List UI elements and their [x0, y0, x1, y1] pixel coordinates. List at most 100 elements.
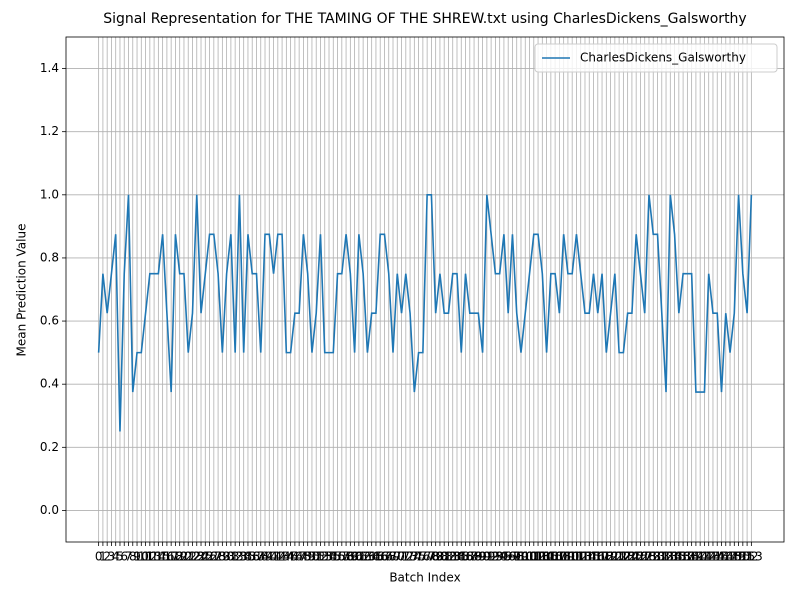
- x-tick-label: 144: [702, 550, 725, 564]
- x-tick-label: 130: [642, 550, 665, 564]
- x-tick-label: 134: [659, 550, 682, 564]
- x-tick-label: 30: [219, 550, 234, 564]
- x-tick-label: 142: [693, 550, 716, 564]
- x-tick-label: 104: [531, 550, 554, 564]
- x-tick-label: 84: [449, 550, 464, 564]
- x-tick-label: 100: [514, 550, 537, 564]
- y-tick-label: 0.0: [40, 503, 59, 517]
- x-tick-label: 39: [257, 550, 272, 564]
- x-tick-label: 62: [355, 550, 370, 564]
- x-tick-label: 64: [364, 550, 379, 564]
- x-tick-label: 138: [676, 550, 699, 564]
- x-tick-label: 13: [146, 550, 161, 564]
- x-tick-label: 6: [120, 550, 128, 564]
- x-tick-label: 105: [535, 550, 558, 564]
- y-tick-label: 0.6: [40, 314, 59, 328]
- x-tick-label: 8: [129, 550, 137, 564]
- x-tick-label: 67: [377, 550, 392, 564]
- x-tick-label: 66: [373, 550, 388, 564]
- x-tick-label: 9: [133, 550, 141, 564]
- x-tick-label: 10: [134, 550, 149, 564]
- x-tick-label: 27: [206, 550, 221, 564]
- x-tick-label: 15: [155, 550, 170, 564]
- x-tick-label: 136: [667, 550, 690, 564]
- x-tick-label: 29: [215, 550, 230, 564]
- x-tick-label: 152: [736, 550, 759, 564]
- x-tick-label: 115: [578, 550, 601, 564]
- x-tick-label: 119: [595, 550, 618, 564]
- x-tick-label: 72: [398, 550, 413, 564]
- x-tick-label: 26: [202, 550, 217, 564]
- x-tick-label: 60: [347, 550, 362, 564]
- x-tick-label: 71: [394, 550, 409, 564]
- x-tick-label: 90: [475, 550, 490, 564]
- x-tick-label: 73: [402, 550, 417, 564]
- data-line: [97, 194, 753, 432]
- x-tick-label: 135: [663, 550, 686, 564]
- x-tick-label: 55: [326, 550, 341, 564]
- x-tick-label: 83: [445, 550, 460, 564]
- x-tick-label: 131: [646, 550, 669, 564]
- x-tick-label: 80: [432, 550, 447, 564]
- x-tick-label: 1: [99, 550, 107, 564]
- x-tick-label: 34: [236, 550, 251, 564]
- x-tick-label: 91: [479, 550, 494, 564]
- x-tick-label: 24: [193, 550, 208, 564]
- x-tick-label: 127: [629, 550, 652, 564]
- x-tick-label: 126: [625, 550, 648, 564]
- x-tick-label: 50: [304, 550, 319, 564]
- x-tick-label: 57: [334, 550, 349, 564]
- x-tick-label: 124: [616, 550, 639, 564]
- x-tick-label: 25: [198, 550, 213, 564]
- x-tick-label: 118: [591, 550, 614, 564]
- x-tick-label: 54: [321, 550, 336, 564]
- x-tick-label: 52: [313, 550, 328, 564]
- x-tick-label: 48: [296, 550, 311, 564]
- x-tick-label: 95: [496, 550, 511, 564]
- x-tick-label: 143: [697, 550, 720, 564]
- x-tick-label: 63: [360, 550, 375, 564]
- x-tick-label: 92: [483, 550, 498, 564]
- x-tick-label: 101: [518, 550, 541, 564]
- x-tick-label: 7: [125, 550, 133, 564]
- x-axis-label: Batch Index: [389, 571, 460, 585]
- x-tick-label: 74: [407, 550, 422, 564]
- x-tick-label: 85: [454, 550, 469, 564]
- x-tick-label: 110: [556, 550, 579, 564]
- x-tick-label: 86: [458, 550, 473, 564]
- x-tick-label: 112: [565, 550, 588, 564]
- x-tick-label: 117: [586, 550, 609, 564]
- x-tick-label: 43: [274, 550, 289, 564]
- x-tick-label: 125: [620, 550, 643, 564]
- x-tick-label: 38: [253, 550, 268, 564]
- x-tick-label: 18: [168, 550, 183, 564]
- y-axis-label: Mean Prediction Value: [15, 224, 29, 357]
- x-tick-label: 37: [249, 550, 264, 564]
- x-tick-label: 11: [138, 550, 153, 564]
- x-tick-label: 99: [513, 550, 528, 564]
- x-tick-label: 78: [424, 550, 439, 564]
- axes-frame: [65, 36, 785, 543]
- x-tick-label: 103: [527, 550, 550, 564]
- x-tick-label: 121: [603, 550, 626, 564]
- y-tick-label: 0.8: [40, 250, 59, 264]
- x-tick-label: 75: [411, 550, 426, 564]
- x-tick-label: 16: [159, 550, 174, 564]
- x-tick-label: 87: [462, 550, 477, 564]
- x-tick-label: 146: [710, 550, 733, 564]
- x-tick-label: 31: [223, 550, 238, 564]
- x-tick-label: 46: [287, 550, 302, 564]
- x-tick-label: 145: [706, 550, 729, 564]
- x-tick-label: 98: [509, 550, 524, 564]
- y-tick-label: 0.4: [40, 377, 59, 391]
- x-tick-label: 2: [103, 550, 111, 564]
- x-tick-label: 93: [488, 550, 503, 564]
- x-tick-label: 79: [428, 550, 443, 564]
- x-tick-label: 76: [415, 550, 430, 564]
- x-tick-label: 148: [719, 550, 742, 564]
- x-tick-label: 5: [116, 550, 124, 564]
- x-tick-label: 107: [544, 550, 567, 564]
- x-tick-label: 77: [419, 550, 434, 564]
- x-tick-label: 0: [95, 550, 103, 564]
- x-tick-label: 45: [283, 550, 298, 564]
